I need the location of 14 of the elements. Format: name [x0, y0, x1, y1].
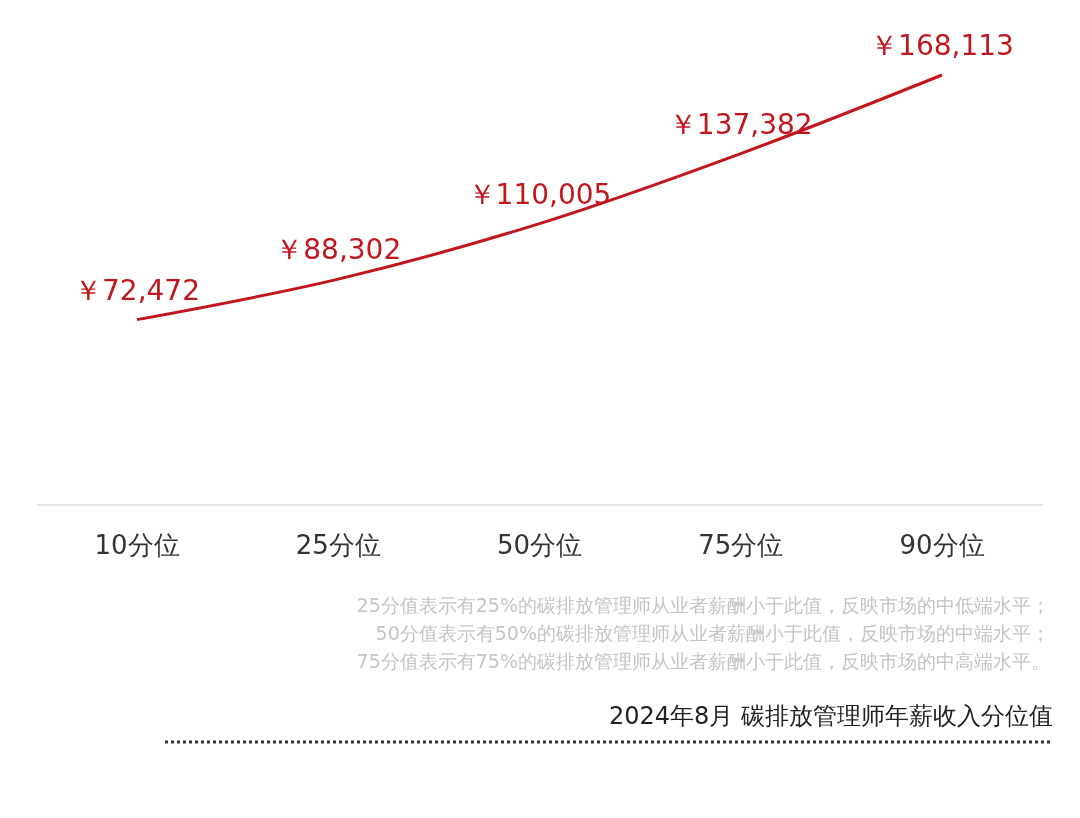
x-tick-label: 90分位: [899, 530, 985, 560]
x-tick-label: 75分位: [698, 530, 784, 560]
x-tick-label: 10分位: [94, 530, 180, 560]
text: 50分值表示有50%的碳排放管理师从业者薪酬小于此值，反映市场的中端水平；: [375, 622, 1050, 644]
text: 75分值表示有75%的碳排放管理师从业者薪酬小于此值，反映市场的中高端水平。: [356, 650, 1050, 672]
x-tick-label: 50分位: [496, 530, 583, 560]
data-label: ￥72,472: [74, 273, 200, 307]
data-label: ￥137,382: [668, 107, 813, 141]
text: 2024年8月 碳排放管理师年薪收入分位值: [609, 702, 1053, 730]
data-label: ￥110,005: [467, 177, 612, 211]
data-label: ￥88,302: [275, 233, 402, 267]
x-tick-label: 25分位: [295, 530, 381, 560]
text: 25分值表示有25%的碳排放管理师从业者薪酬小于此值，反映市场的中低端水平；: [356, 594, 1050, 616]
data-label: ￥168,113: [870, 29, 1014, 62]
